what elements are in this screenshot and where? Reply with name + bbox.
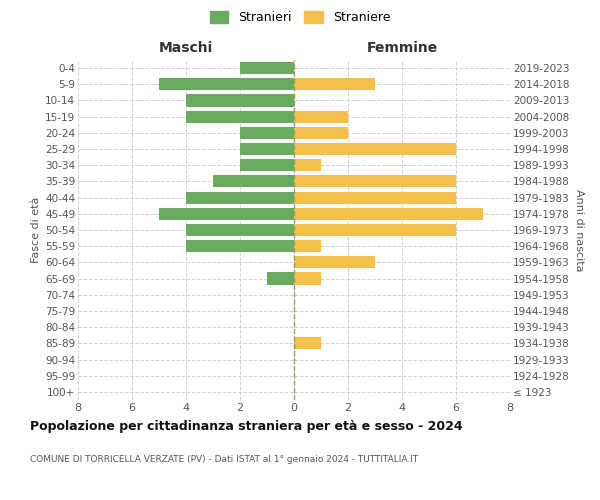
Bar bbox=[240, 143, 294, 155]
Bar bbox=[294, 208, 483, 220]
Bar bbox=[240, 127, 294, 139]
Text: Popolazione per cittadinanza straniera per età e sesso - 2024: Popolazione per cittadinanza straniera p… bbox=[30, 420, 463, 433]
Bar bbox=[294, 272, 321, 284]
Bar bbox=[294, 78, 375, 90]
Bar bbox=[294, 240, 321, 252]
Text: Maschi: Maschi bbox=[159, 41, 213, 55]
Bar bbox=[294, 338, 321, 349]
Bar bbox=[186, 224, 294, 236]
Bar bbox=[294, 256, 375, 268]
Bar bbox=[186, 94, 294, 106]
Bar bbox=[213, 176, 294, 188]
Bar bbox=[294, 127, 348, 139]
Bar bbox=[186, 192, 294, 203]
Bar bbox=[294, 143, 456, 155]
Bar bbox=[294, 224, 456, 236]
Bar bbox=[294, 110, 348, 122]
Bar bbox=[294, 159, 321, 172]
Bar bbox=[240, 159, 294, 172]
Bar bbox=[294, 192, 456, 203]
Legend: Stranieri, Straniere: Stranieri, Straniere bbox=[205, 6, 395, 29]
Text: COMUNE DI TORRICELLA VERZATE (PV) - Dati ISTAT al 1° gennaio 2024 - TUTTITALIA.I: COMUNE DI TORRICELLA VERZATE (PV) - Dati… bbox=[30, 455, 418, 464]
Y-axis label: Fasce di età: Fasce di età bbox=[31, 197, 41, 263]
Bar bbox=[159, 78, 294, 90]
Bar bbox=[186, 240, 294, 252]
Bar bbox=[294, 176, 456, 188]
Bar bbox=[240, 62, 294, 74]
Y-axis label: Anni di nascita: Anni di nascita bbox=[574, 188, 584, 271]
Bar bbox=[267, 272, 294, 284]
Bar bbox=[186, 110, 294, 122]
Text: Femmine: Femmine bbox=[367, 41, 437, 55]
Bar bbox=[159, 208, 294, 220]
